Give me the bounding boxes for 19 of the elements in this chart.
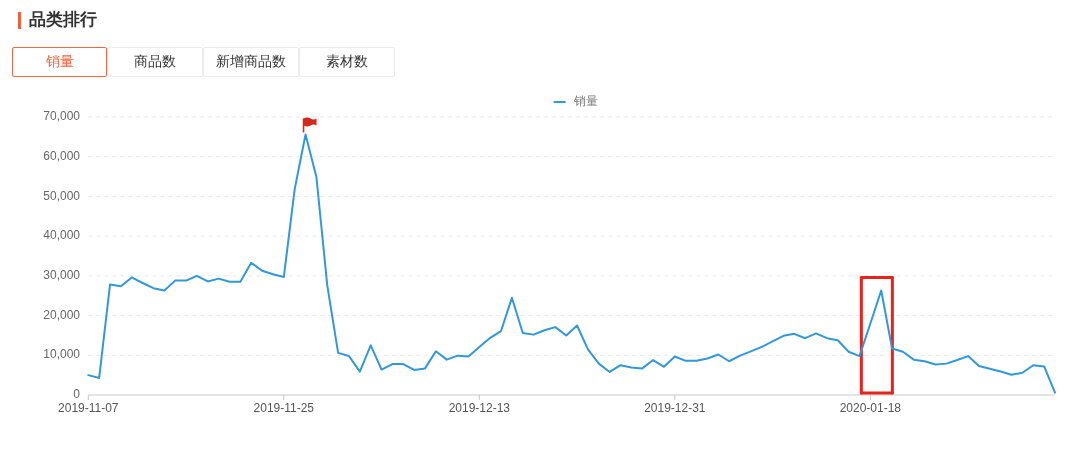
- x-tick-label: 2019-12-31: [644, 401, 706, 416]
- y-tick-label: 20,000: [43, 307, 81, 322]
- y-tick-label: 30,000: [43, 268, 81, 283]
- y-tick-label: 10,000: [43, 347, 81, 362]
- x-tick-label: 2019-11-07: [58, 401, 119, 416]
- x-tick-label: 2019-11-25: [253, 401, 315, 416]
- y-tick-label: 40,000: [43, 228, 81, 243]
- y-tick-label: 0: [73, 387, 81, 402]
- legend-label: 销量: [572, 94, 598, 109]
- x-tick-label: 2019-12-13: [448, 401, 511, 416]
- chart-title: 品类排行: [29, 9, 97, 31]
- text: 新增商品数: [203, 47, 299, 77]
- text: 商品数: [107, 47, 203, 77]
- x-tick-label: 2020-01-18: [839, 401, 902, 416]
- text: 销量: [12, 47, 107, 77]
- y-tick-label: 60,000: [43, 148, 81, 163]
- y-tick-label: 50,000: [43, 188, 81, 203]
- y-tick-label: 70,000: [43, 109, 81, 124]
- text: 素材数: [299, 47, 395, 77]
